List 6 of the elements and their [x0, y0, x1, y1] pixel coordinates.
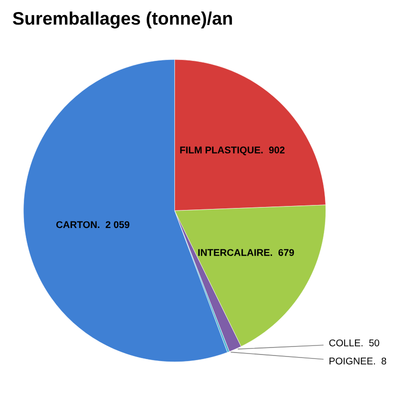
slice-label: FILM PLASTIQUE. 902 [180, 146, 285, 156]
slice-label: INTERCALAIRE. 679 [198, 249, 294, 256]
slice-label: POIGNEE. 8 [330, 358, 386, 364]
slice-label: CARTON. 2 059 [56, 221, 130, 228]
chart-title: Suremballages (tonne)/an [12, 12, 232, 28]
slice-label: COLLE. 50 [329, 339, 380, 346]
